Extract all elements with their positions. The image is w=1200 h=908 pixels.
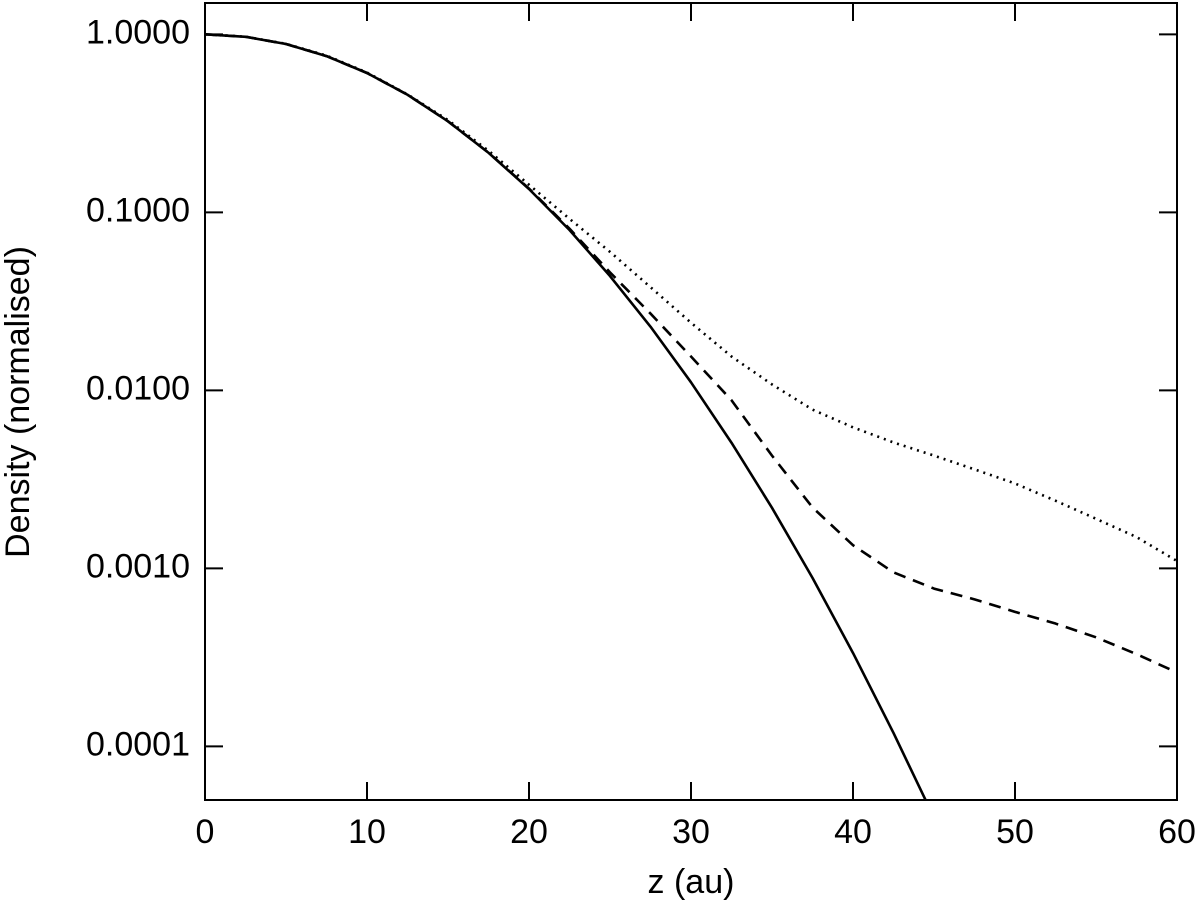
line-series xyxy=(205,33,928,800)
y-tick-label: 0.0010 xyxy=(86,547,190,585)
line-series xyxy=(205,33,1177,563)
x-tick-label: 30 xyxy=(672,813,710,851)
y-tick-label: 0.0001 xyxy=(86,725,190,763)
y-tick-label: 1.0000 xyxy=(86,13,190,51)
plot-frame xyxy=(204,2,1178,801)
x-tick-label: 0 xyxy=(196,813,215,851)
x-tick-label: 60 xyxy=(1158,813,1196,851)
y-axis-title: Density (normalised) xyxy=(0,246,37,558)
y-tick-label: 0.0100 xyxy=(86,369,190,407)
line-series xyxy=(205,33,1177,674)
x-tick-label: 20 xyxy=(510,813,548,851)
x-axis-title: z (au) xyxy=(648,863,735,901)
y-tick-label: 0.1000 xyxy=(86,191,190,229)
x-tick-label: 10 xyxy=(348,813,386,851)
x-tick-label: 50 xyxy=(996,813,1034,851)
x-tick-label: 40 xyxy=(834,813,872,851)
